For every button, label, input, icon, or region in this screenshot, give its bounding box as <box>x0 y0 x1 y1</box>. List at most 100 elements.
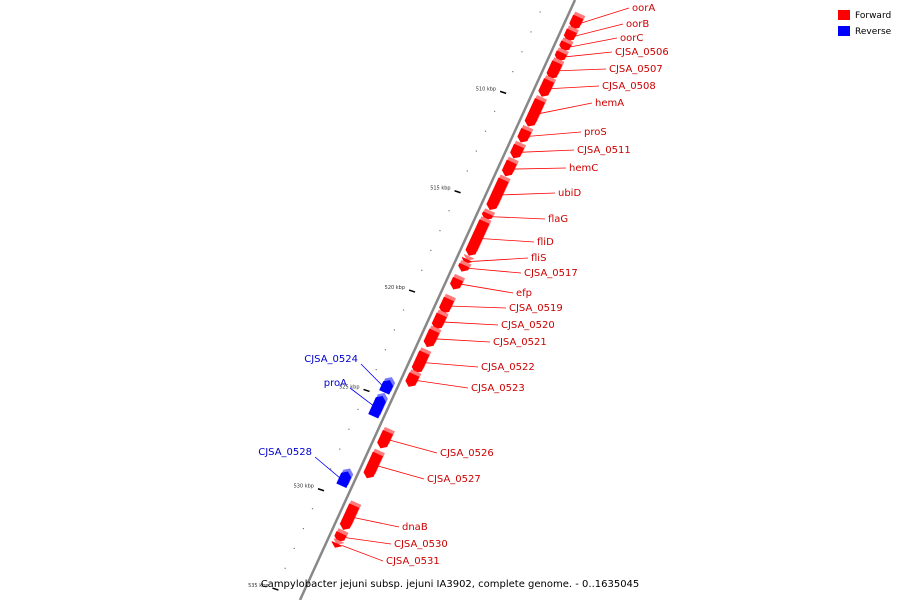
minor-tick <box>293 547 295 550</box>
minor-tick <box>530 31 532 33</box>
minor-tick <box>375 369 377 371</box>
gene-cjsa-0524 <box>379 377 396 395</box>
gene-oorc <box>559 37 574 52</box>
gene-label-hema: hemA <box>595 98 624 109</box>
legend-swatch-reverse <box>838 26 850 36</box>
label-leader <box>378 465 425 480</box>
major-tick-mark <box>363 388 370 393</box>
gene-body <box>569 14 584 30</box>
minor-tick <box>357 408 359 410</box>
gene-label-oora: oorA <box>632 3 655 14</box>
gene-cjsa-0506 <box>554 47 569 61</box>
gene-cjsa-0508 <box>538 75 557 97</box>
minor-tick <box>512 71 514 73</box>
minor-tick <box>439 229 441 232</box>
gene-cjsa-0530 <box>334 528 349 542</box>
gene-body <box>538 78 555 97</box>
gene-pros <box>517 124 534 143</box>
gene-label-cjsa-0526: CJSA_0526 <box>440 448 494 459</box>
label-leader <box>417 380 469 389</box>
minor-tick <box>521 51 523 53</box>
gene-body <box>368 395 386 419</box>
tick-label: 510 kbp <box>476 86 496 92</box>
gene-label-pros: proS <box>584 127 607 138</box>
minor-tick <box>430 249 432 252</box>
label-leader <box>565 51 613 58</box>
label-leader <box>539 102 593 114</box>
gene-hemc <box>501 156 519 177</box>
gene-body <box>465 219 490 256</box>
gene-body <box>546 60 563 79</box>
gene-features <box>331 11 586 548</box>
label-leader <box>436 338 491 343</box>
gene-label-cjsa-0521: CJSA_0521 <box>493 337 547 348</box>
gene-label-flag: flaG <box>548 214 568 225</box>
major-tick-mark <box>499 90 507 95</box>
gene-label-flis: fliS <box>531 253 546 264</box>
gene-body <box>411 350 430 373</box>
tick-label: 530 kbp <box>294 484 314 490</box>
gene-body <box>559 40 572 52</box>
gene-oorb <box>563 25 579 42</box>
minor-tick <box>393 329 396 331</box>
gene-proa <box>368 392 388 419</box>
gene-label-cjsa-0531: CJSA_0531 <box>386 556 440 567</box>
gene-label-cjsa-0520: CJSA_0520 <box>501 320 555 331</box>
minor-tick <box>466 170 468 172</box>
label-leader <box>314 456 341 479</box>
label-leader <box>472 257 529 262</box>
gene-hema <box>524 95 548 127</box>
gene-cjsa-0519 <box>439 293 456 314</box>
label-leader <box>559 68 607 72</box>
minor-tick <box>384 349 386 351</box>
gene-body <box>510 143 525 159</box>
gene-label-cjsa-0524: CJSA_0524 <box>304 354 358 365</box>
gene-label-ubid: ubiD <box>558 188 581 199</box>
minor-tick <box>348 428 350 430</box>
gene-cjsa-0526 <box>377 426 395 449</box>
tick-label: 525 kbp <box>339 384 359 390</box>
gene-body <box>501 159 517 177</box>
label-leader <box>581 7 630 24</box>
gene-cjsa-0531 <box>331 538 344 548</box>
gene-body <box>377 429 393 449</box>
gene-label-cjsa-0523: CJSA_0523 <box>471 383 525 394</box>
major-tick-mark <box>317 488 325 492</box>
gene-body <box>486 177 509 210</box>
label-leader <box>570 37 618 48</box>
gene-label-cjsa-0506: CJSA_0506 <box>615 47 669 58</box>
gene-efp <box>449 273 466 290</box>
gene-label-cjsa-0508: CJSA_0508 <box>602 81 656 92</box>
minor-tick-marks <box>284 11 541 569</box>
gene-body <box>563 28 577 42</box>
minor-tick <box>402 309 405 311</box>
gene-cjsa-0521 <box>423 325 442 348</box>
gene-label-cjsa-0528: CJSA_0528 <box>258 447 312 458</box>
label-leader <box>514 167 567 170</box>
gene-body <box>449 276 464 290</box>
gene-label-flid: fliD <box>537 237 554 248</box>
label-leader <box>354 517 400 528</box>
label-leader <box>360 363 384 387</box>
label-leader <box>551 85 600 90</box>
label-leader <box>349 387 375 407</box>
gene-cjsa-0523 <box>405 369 422 387</box>
major-tick-mark <box>408 289 416 293</box>
strand-legend: Forward Reverse <box>838 10 892 37</box>
legend-label-reverse: Reverse <box>855 27 892 37</box>
gene-body <box>439 296 454 314</box>
gene-body <box>431 312 447 330</box>
label-leader <box>451 305 507 309</box>
minor-tick <box>302 527 304 530</box>
minor-tick <box>484 130 487 132</box>
gene-body <box>524 98 546 127</box>
minor-tick <box>284 567 286 569</box>
gene-body <box>379 380 394 395</box>
gene-body <box>363 451 383 479</box>
label-leader <box>425 362 479 368</box>
minor-tick <box>311 508 314 510</box>
minor-tick <box>330 468 332 470</box>
minor-tick <box>494 110 496 112</box>
minor-tick <box>539 11 541 13</box>
